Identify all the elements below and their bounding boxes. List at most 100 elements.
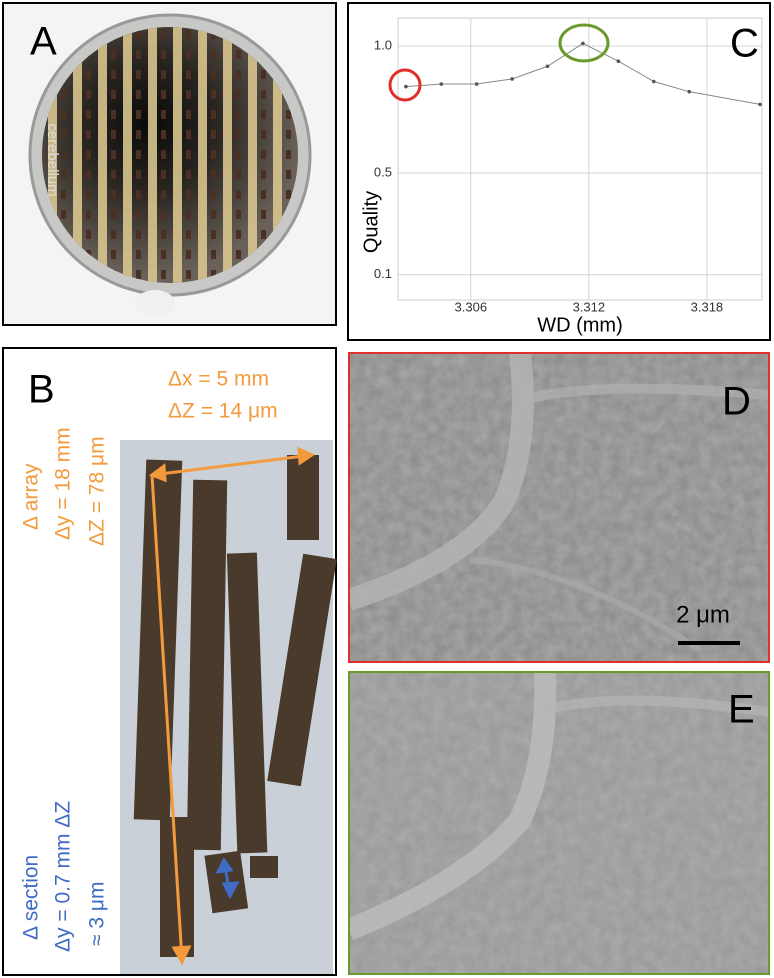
section	[261, 230, 266, 239]
section	[286, 110, 291, 119]
section	[111, 150, 116, 159]
section	[211, 130, 216, 139]
section	[236, 150, 241, 159]
section	[161, 50, 166, 59]
section	[211, 230, 216, 239]
section	[136, 190, 141, 199]
point	[546, 64, 550, 68]
section	[161, 90, 166, 99]
section	[236, 190, 241, 199]
section	[211, 170, 216, 179]
section	[211, 190, 216, 199]
panel-label: E	[728, 688, 755, 732]
y-tick-label: 0.1	[374, 266, 392, 281]
section	[186, 130, 191, 139]
section	[286, 190, 291, 199]
point	[439, 82, 443, 86]
strip	[223, 10, 232, 310]
section	[86, 210, 91, 219]
section	[161, 190, 166, 199]
point	[687, 90, 691, 94]
section	[136, 210, 141, 219]
label-tab	[135, 290, 175, 316]
section	[261, 70, 266, 79]
section	[186, 30, 191, 39]
section	[236, 170, 241, 179]
section	[236, 70, 241, 79]
strip	[148, 10, 157, 310]
section	[161, 70, 166, 79]
panel-label: A	[30, 20, 57, 64]
section	[111, 130, 116, 139]
section	[211, 50, 216, 59]
annotation: ΔZ = 78 μm	[86, 436, 109, 546]
section	[111, 50, 116, 59]
section	[261, 110, 266, 119]
panel-label: C	[730, 22, 759, 66]
scale-bar-label: 2 μm	[676, 601, 730, 628]
annotation: Δ array	[20, 463, 43, 530]
section	[236, 230, 241, 239]
annotation: Δy = 0.7 mm ΔZ	[52, 801, 75, 952]
section	[86, 150, 91, 159]
point	[652, 80, 656, 84]
section	[86, 170, 91, 179]
section	[86, 130, 91, 139]
annotation: Δ section	[20, 855, 43, 940]
section	[161, 230, 166, 239]
section	[211, 150, 216, 159]
section	[111, 110, 116, 119]
section	[286, 170, 291, 179]
section	[161, 150, 166, 159]
section	[136, 230, 141, 239]
section	[136, 90, 141, 99]
strip	[198, 10, 207, 310]
section	[261, 90, 266, 99]
point	[581, 42, 585, 46]
section	[136, 130, 141, 139]
section	[236, 250, 241, 259]
annotation: ≈ 3 μm	[86, 882, 109, 946]
x-tick-label: 3.306	[455, 299, 488, 314]
section	[111, 210, 116, 219]
section	[186, 190, 191, 199]
section	[136, 50, 141, 59]
section	[86, 230, 91, 239]
section	[261, 190, 266, 199]
section	[236, 130, 241, 139]
point	[475, 82, 479, 86]
section	[61, 110, 66, 119]
em-image-e	[349, 672, 769, 974]
section	[161, 210, 166, 219]
y-tick-label: 0.5	[374, 164, 392, 179]
section	[186, 230, 191, 239]
strip	[123, 10, 132, 310]
section	[261, 130, 266, 139]
x-axis-title: WD (mm)	[537, 314, 623, 336]
figure: cerebellum A 0.10.51.03.3063.3123.318 C …	[0, 0, 774, 978]
section	[86, 110, 91, 119]
section	[61, 90, 66, 99]
section	[186, 150, 191, 159]
section	[186, 270, 191, 279]
section	[186, 210, 191, 219]
section	[161, 170, 166, 179]
section	[161, 30, 166, 39]
section	[286, 130, 291, 139]
section	[236, 110, 241, 119]
section	[111, 170, 116, 179]
section	[111, 70, 116, 79]
section	[86, 90, 91, 99]
section	[211, 70, 216, 79]
section	[136, 110, 141, 119]
section	[136, 150, 141, 159]
section	[186, 70, 191, 79]
section	[136, 70, 141, 79]
x-tick-label: 3.312	[573, 299, 606, 314]
section	[236, 90, 241, 99]
section	[136, 170, 141, 179]
section	[61, 210, 66, 219]
section	[161, 110, 166, 119]
section	[161, 250, 166, 259]
section	[136, 250, 141, 259]
